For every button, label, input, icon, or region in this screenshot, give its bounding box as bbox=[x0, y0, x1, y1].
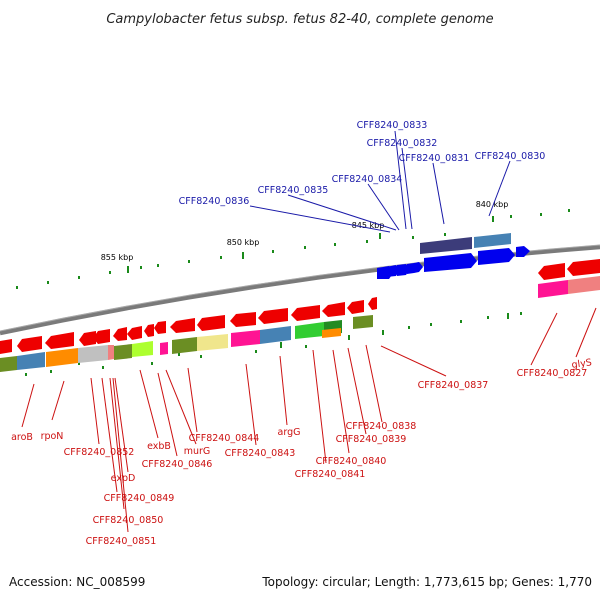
tick-label-855: 855 kbp bbox=[101, 253, 134, 262]
tick-label-845: 845 kbp bbox=[352, 221, 385, 230]
label-cff8240-0843: CFF8240_0843 bbox=[225, 448, 296, 459]
label-rpoN: rpoN bbox=[41, 431, 64, 442]
gene-cff8240-0830 bbox=[478, 248, 515, 265]
label-cff8240-0849: CFF8240_0849 bbox=[104, 493, 175, 504]
map-title: Campylobacter fetus subsp. fetus 82-40, … bbox=[106, 12, 493, 27]
gene-cff8240-0829 bbox=[516, 246, 530, 257]
forward-category-bars bbox=[420, 233, 511, 254]
tick-label-840: 840 kbp bbox=[476, 200, 509, 209]
reverse-leaders bbox=[21, 307, 597, 533]
gene-cff8240-0831 bbox=[424, 253, 477, 272]
genome-summary-text: Topology: circular; Length: 1,773,615 bp… bbox=[261, 575, 592, 589]
accession-text: Accession: NC_008599 bbox=[9, 575, 145, 589]
gene-cff8240-0835 bbox=[386, 265, 400, 277]
label-cff8240-0852: CFF8240_0852 bbox=[64, 447, 135, 458]
label-cff8240-0835: CFF8240_0835 bbox=[258, 185, 329, 196]
label-exbB: exbB bbox=[147, 441, 171, 452]
tick-dots bbox=[16, 209, 570, 376]
label-glyS: glyS bbox=[571, 357, 593, 371]
label-expD: expD bbox=[111, 473, 136, 484]
label-murG: murG bbox=[184, 446, 211, 457]
label-cff8240-0836: CFF8240_0836 bbox=[179, 196, 250, 207]
label-cff8240-0850: CFF8240_0850 bbox=[93, 515, 164, 526]
label-cff8240-0827: CFF8240_0827 bbox=[517, 368, 588, 379]
label-aroB: aroB bbox=[11, 432, 33, 443]
label-cff8240-0838: CFF8240_0838 bbox=[346, 421, 417, 432]
reverse-genes bbox=[0, 259, 600, 354]
reverse-category-bars-upper bbox=[114, 276, 600, 360]
label-cff8240-0831: CFF8240_0831 bbox=[399, 153, 470, 164]
label-cff8240-0851: CFF8240_0851 bbox=[86, 536, 157, 547]
gene-cff8240-0832 bbox=[414, 262, 423, 273]
label-cff8240-0830: CFF8240_0830 bbox=[475, 151, 546, 162]
label-argG: argG bbox=[278, 427, 301, 438]
label-cff8240-0840: CFF8240_0840 bbox=[316, 456, 387, 467]
label-cff8240-0832: CFF8240_0832 bbox=[367, 138, 438, 149]
label-cff8240-0837: CFF8240_0837 bbox=[418, 380, 489, 391]
label-cff8240-0841: CFF8240_0841 bbox=[295, 469, 366, 480]
forward-leaders bbox=[249, 130, 511, 233]
label-cff8240-0846: CFF8240_0846 bbox=[142, 459, 213, 470]
forward-genes bbox=[377, 246, 530, 279]
label-cff8240-0844: CFF8240_0844 bbox=[189, 433, 260, 444]
label-cff8240-0833: CFF8240_0833 bbox=[357, 120, 428, 131]
label-cff8240-0839: CFF8240_0839 bbox=[336, 434, 407, 445]
gene-cff8240-0834 bbox=[397, 264, 410, 276]
reverse-category-bars-lower bbox=[0, 345, 114, 372]
tick-label-850: 850 kbp bbox=[227, 238, 260, 247]
label-cff8240-0834: CFF8240_0834 bbox=[332, 174, 403, 185]
